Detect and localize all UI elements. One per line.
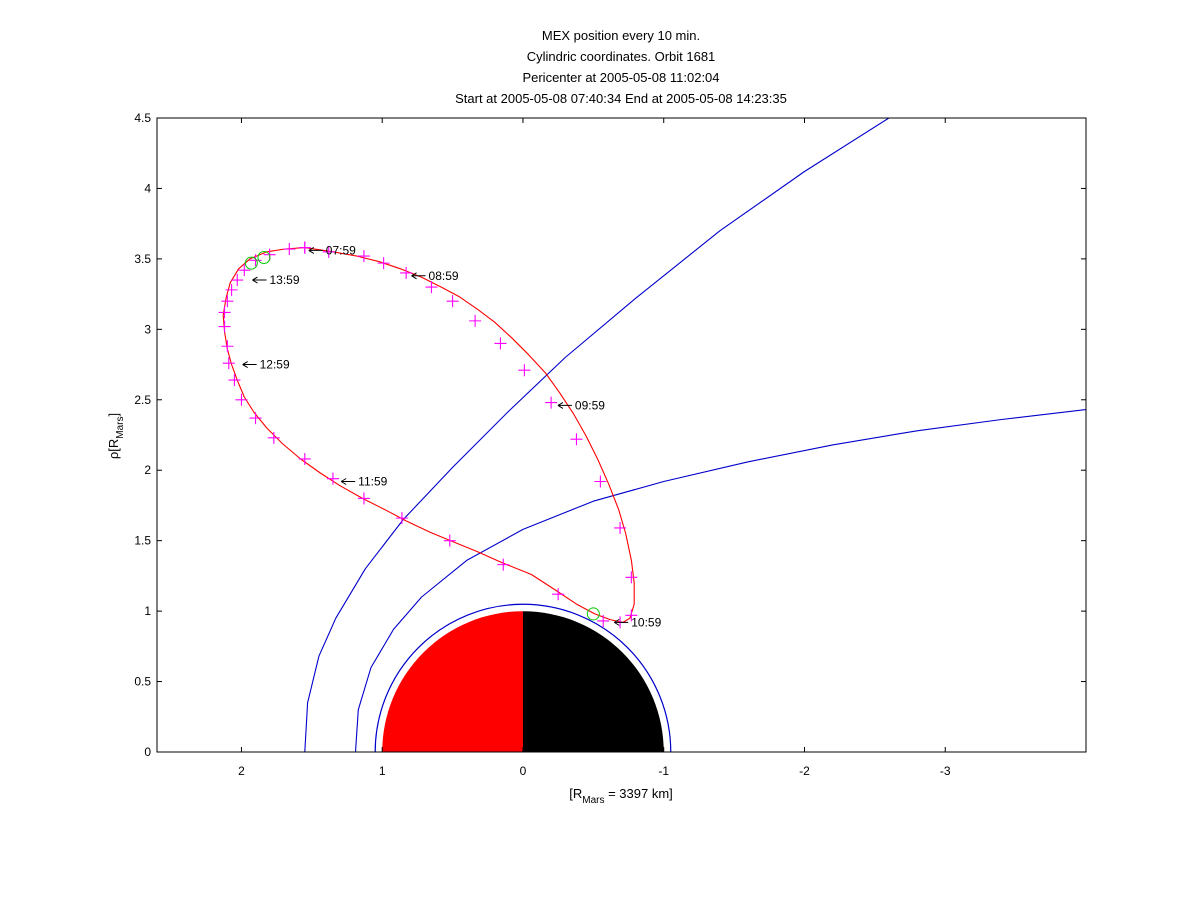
position-marker-35 (225, 283, 238, 296)
mars-outer-boundary (374, 603, 672, 752)
position-marker-11 (545, 396, 558, 409)
position-marker-36 (231, 274, 244, 287)
position-marker-8 (469, 314, 482, 327)
position-marker-24 (326, 472, 339, 485)
position-marker-19 (552, 588, 565, 601)
mars-nightside (522, 611, 664, 752)
time-arrow-3 (557, 401, 572, 409)
time-label-5: 11:59 (358, 474, 387, 488)
boundary-curve-1 (304, 118, 890, 752)
y-tick-label-2: 0.5 (134, 675, 151, 689)
title-line-2: Cylindric coordinates. Orbit 1681 (527, 49, 716, 64)
position-marker-22 (395, 512, 408, 525)
y-axis-label: ρ[RMars] (106, 413, 126, 459)
position-marker-32 (218, 320, 231, 333)
position-marker-34 (221, 295, 234, 308)
position-marker-7 (446, 295, 459, 308)
x-tick-label-5: -2 (799, 764, 810, 778)
time-arrow-7 (252, 276, 267, 284)
axes-frame (156, 117, 1087, 753)
x-tick-label-4: -1 (658, 764, 669, 778)
position-marker-14 (614, 521, 627, 534)
time-label-6: 12:59 (260, 358, 290, 372)
position-marker-2 (322, 245, 335, 258)
time-arrow-4 (613, 618, 629, 626)
x-tick-label-2: 1 (379, 764, 386, 778)
time-label-4: 10:59 (631, 615, 661, 629)
y-tick-label-4: 1.5 (134, 534, 151, 548)
y-axis-label-prefix: ρ[R (106, 439, 121, 459)
x-axis-label-prefix: [R (569, 786, 582, 801)
y-tick-label-8: 3.5 (134, 252, 151, 266)
boundary-curve-2 (354, 409, 1086, 752)
position-marker-4 (377, 257, 390, 270)
position-marker-26 (267, 431, 280, 444)
position-marker-6 (425, 281, 438, 294)
x-axis-label-suffix: = 3397 km] (604, 786, 672, 801)
time-arrow-1 (308, 247, 323, 254)
y-tick-label-3: 1 (144, 604, 151, 618)
position-marker-21 (443, 534, 456, 547)
title-line-3: Pericenter at 2005-05-08 11:02:04 (522, 70, 719, 85)
title-line-1: MEX position every 10 min. (542, 28, 700, 43)
y-axis-label-group: ρ[RMars] (106, 413, 126, 459)
x-axis-label: [RMars = 3397 km] (569, 786, 673, 806)
y-tick-label-5: 2 (144, 463, 151, 477)
position-marker-37 (238, 264, 251, 277)
position-marker-18 (597, 614, 610, 627)
plot-area: 07:59 08:59 09:59 10:59 11:59 12:59 13:59 (218, 118, 1086, 752)
position-marker-25 (298, 452, 311, 465)
y-axis-label-subscript: Mars (115, 416, 126, 438)
position-marker-16 (625, 609, 638, 622)
position-marker-9 (494, 337, 507, 350)
y-tick-label-7: 3 (144, 322, 151, 336)
position-marker-28 (235, 393, 248, 406)
position-marker-20 (497, 558, 510, 571)
highlight-circle-1 (244, 256, 258, 270)
position-marker-10 (518, 364, 531, 377)
orbit-trajectory (222, 247, 635, 623)
position-marker-41 (298, 241, 311, 254)
time-label-7: 13:59 (269, 273, 299, 287)
time-label-3: 09:59 (575, 398, 605, 412)
position-marker-40 (283, 243, 296, 256)
position-marker-30 (222, 357, 235, 370)
y-axis-label-suffix: ] (106, 413, 121, 417)
y-tick-label-9: 4 (144, 181, 151, 195)
x-tick-label-3: 0 (520, 764, 527, 778)
time-arrow-5 (340, 478, 356, 485)
position-marker-31 (221, 340, 234, 353)
position-marker-5 (400, 266, 413, 279)
position-marker-29 (228, 374, 241, 387)
highlight-circle-3 (586, 607, 600, 621)
position-marker-12 (570, 433, 583, 446)
position-marker-23 (357, 492, 370, 505)
title-line-4: Start at 2005-05-08 07:40:34 End at 2005… (455, 91, 787, 106)
position-marker-38 (249, 254, 262, 267)
position-marker-33 (218, 306, 231, 319)
position-marker-27 (249, 412, 262, 425)
y-tick-label-1: 0 (144, 745, 151, 759)
x-axis-label-subscript: Mars (582, 795, 604, 806)
y-tick-label-10: 4.5 (134, 111, 151, 125)
position-marker-13 (594, 475, 607, 488)
time-arrow-2 (411, 272, 426, 280)
x-tick-label-1: 2 (238, 764, 245, 778)
position-marker-3 (357, 250, 370, 263)
highlight-circle-2 (257, 250, 271, 264)
mars-dayside (382, 611, 523, 752)
chart-title: MEX position every 10 min. Cylindric coo… (455, 28, 787, 106)
time-label-2: 08:59 (429, 269, 459, 283)
y-tick-label-6: 2.5 (134, 393, 151, 407)
time-label-1: 07:59 (326, 243, 356, 257)
x-tick-label-6: -3 (940, 764, 951, 778)
axis-ticks: 2 1 0 -1 -2 -3 0 0.5 1 1.5 2 2.5 3 3.5 4 4.5 (134, 111, 1086, 778)
position-marker-15 (625, 571, 638, 584)
time-arrow-6 (242, 361, 257, 368)
